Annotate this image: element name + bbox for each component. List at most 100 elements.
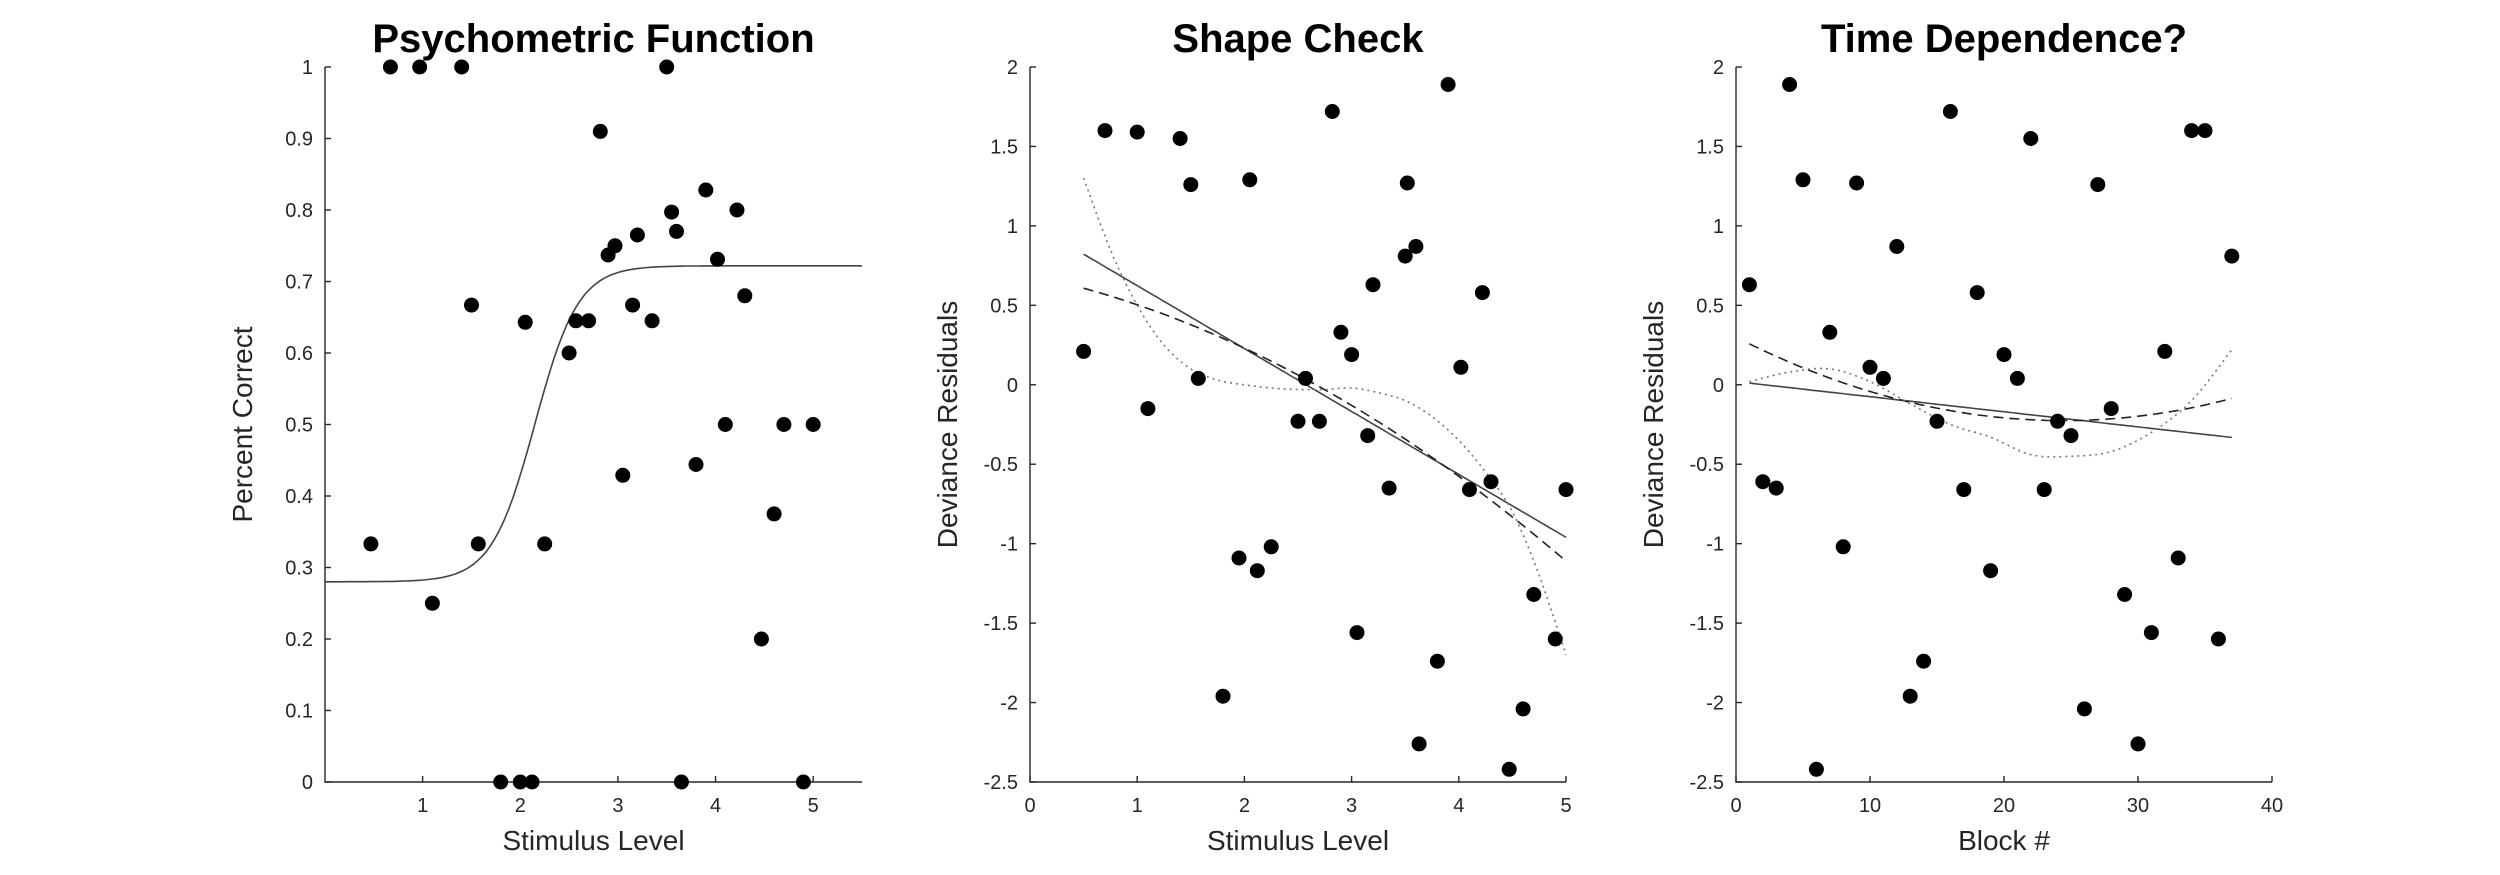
y-tick-label: 1 <box>1713 216 1724 238</box>
y-tick-label: -1.5 <box>1690 613 1724 635</box>
y-tick-label: 0.2 <box>285 629 313 651</box>
data-point <box>673 774 689 790</box>
data-point <box>629 227 645 243</box>
data-point <box>568 313 584 329</box>
data-point <box>1526 587 1542 602</box>
data-point <box>753 631 769 647</box>
data-point <box>1397 248 1413 264</box>
data-point <box>1290 413 1306 429</box>
data-point <box>1862 359 1878 375</box>
data-point <box>1835 539 1851 555</box>
data-point <box>1324 104 1340 119</box>
y-tick-label: 1.5 <box>1696 136 1724 158</box>
data-point <box>1097 123 1113 139</box>
data-point <box>805 417 821 432</box>
y-tick-label: 0.6 <box>285 343 313 365</box>
data-point <box>1501 761 1517 777</box>
data-point <box>2143 625 2159 641</box>
data-point <box>1916 653 1932 669</box>
data-point <box>1483 474 1499 490</box>
chart-panel-1: Psychometric Function 1 2 3 4 5 0 0.1 0.2 0.3 0.4 0… <box>227 17 862 856</box>
data-point <box>2184 123 2200 139</box>
y-tick-label: -1 <box>1706 534 1724 556</box>
x-tick-label: 5 <box>1560 795 1571 817</box>
y-tick-label: 0.3 <box>285 558 313 580</box>
x-tick-label: 10 <box>1859 795 1881 817</box>
x-tick-label: 30 <box>2127 795 2149 817</box>
data-point <box>1429 653 1445 669</box>
data-point <box>1453 359 1469 375</box>
data-point <box>688 457 704 472</box>
data-point <box>1996 347 2012 363</box>
y-tick-label: -1 <box>1000 534 1018 556</box>
fit-curve-solid <box>1749 382 2232 439</box>
x-tick-label: 0 <box>1730 795 1741 817</box>
y-tick-label: 0.1 <box>285 701 313 723</box>
data-point <box>607 238 623 254</box>
x-tick-label: 1 <box>417 795 428 817</box>
y-tick-label: 0.4 <box>285 486 313 508</box>
data-point <box>1333 324 1349 340</box>
x-tick-label: 40 <box>2261 795 2283 817</box>
axes-lines <box>1735 67 2272 783</box>
data-point <box>625 297 641 313</box>
data-point <box>1547 631 1563 647</box>
data-point <box>1298 370 1313 386</box>
y-tick-label: -0.5 <box>984 454 1018 476</box>
data-point <box>2130 736 2146 752</box>
y-tick-label: -1.5 <box>984 613 1018 635</box>
data-point <box>1795 172 1811 188</box>
y-tick-label: 0.5 <box>1696 295 1724 317</box>
data-point <box>1782 77 1798 92</box>
data-point <box>615 467 631 483</box>
data-point <box>1408 239 1424 254</box>
data-point <box>1344 347 1360 363</box>
data-point <box>729 202 745 218</box>
data-point <box>2090 177 2106 193</box>
data-point <box>2036 482 2052 498</box>
fit-curve-dashed <box>1749 343 2232 422</box>
data-point <box>1129 124 1145 140</box>
data-point <box>512 774 528 790</box>
y-tick-label: 2 <box>1007 57 1018 79</box>
data-point <box>1983 563 1999 579</box>
y-tick-label: -2.5 <box>1690 772 1724 794</box>
data-point <box>1969 285 1985 301</box>
data-point <box>1365 277 1381 293</box>
chart-title: Time Dependence? <box>1821 17 2187 61</box>
x-axis-label: Block # <box>1958 825 2050 856</box>
fit-curve-dotted <box>1082 177 1567 656</box>
fit-curve-dotted <box>1749 349 2233 458</box>
data-point <box>2157 343 2173 359</box>
data-point <box>1889 239 1905 254</box>
data-point <box>2009 370 2025 386</box>
data-point <box>1140 401 1156 417</box>
data-point <box>2117 587 2133 602</box>
data-point <box>1741 277 1757 293</box>
fit-curve-solid <box>1083 253 1567 538</box>
x-tick-label: 2 <box>515 795 526 817</box>
data-point <box>1190 370 1206 386</box>
y-tick-label: 1 <box>302 57 313 79</box>
data-point <box>2224 248 2240 264</box>
data-point <box>1183 177 1199 193</box>
data-point <box>1768 480 1784 496</box>
data-point <box>1474 285 1490 301</box>
y-tick-label: 0.5 <box>285 415 313 437</box>
data-point <box>2103 401 2119 417</box>
data-point <box>2197 123 2213 139</box>
data-point <box>1902 688 1918 704</box>
data-point <box>1515 701 1531 717</box>
y-tick-label: 0 <box>1007 375 1018 397</box>
y-tick-label: 1.5 <box>990 136 1018 158</box>
x-tick-label: 4 <box>710 795 721 817</box>
data-point <box>470 536 486 552</box>
data-point <box>659 59 675 75</box>
x-tick-label: 5 <box>808 795 819 817</box>
data-point <box>592 123 608 139</box>
y-tick-label: 0 <box>1713 375 1724 397</box>
data-point <box>1242 172 1258 188</box>
chart-panel-3: Time Dependence?0 10 20 30 40-2.5-2-1.5-1-0.… <box>1638 17 2283 856</box>
data-point <box>776 417 792 432</box>
data-point <box>669 223 684 239</box>
